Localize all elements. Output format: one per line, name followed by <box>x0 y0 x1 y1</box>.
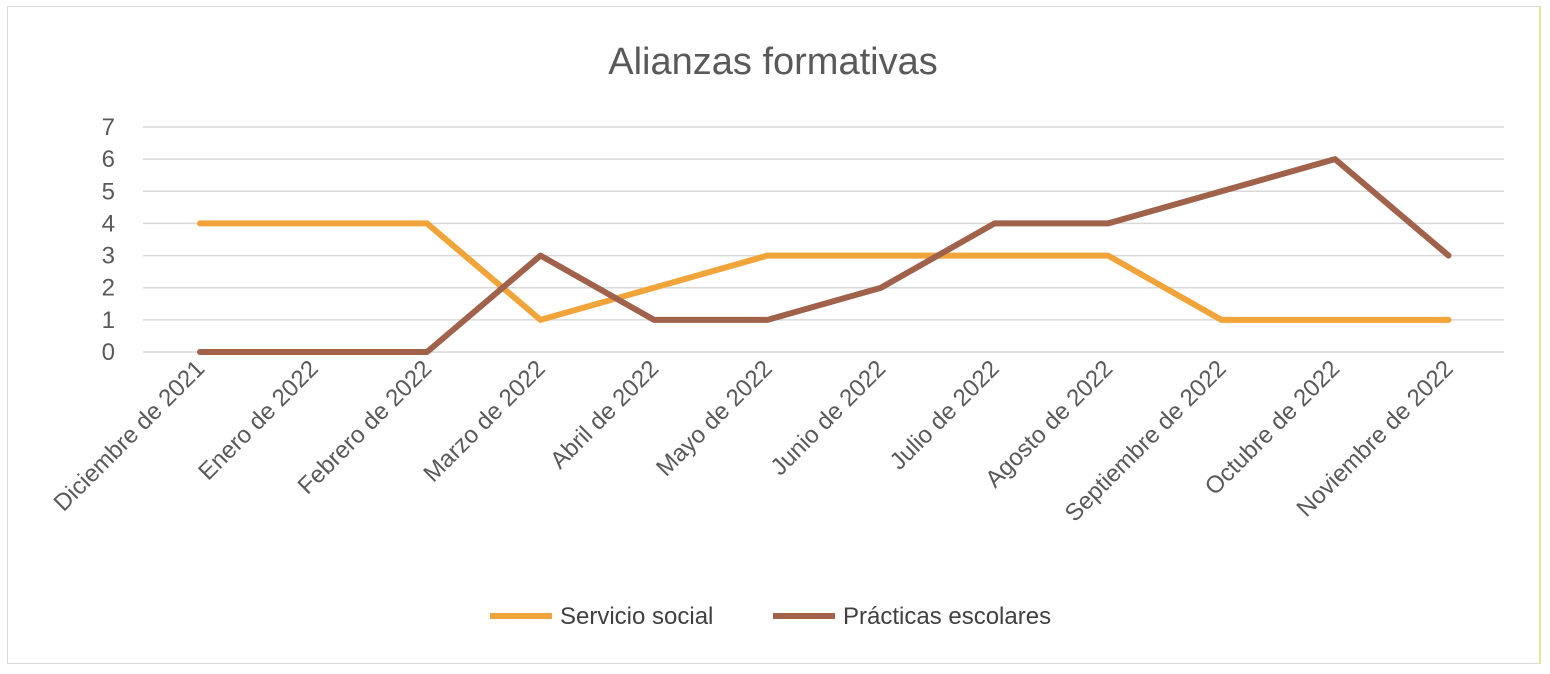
x-tick-label: Enero de 2022 <box>193 355 323 485</box>
y-tick-label: 2 <box>102 275 115 302</box>
series-line-servicio-social <box>197 220 1452 323</box>
y-tick-label: 6 <box>102 146 115 173</box>
x-tick-label: Diciembre de 2021 <box>49 355 211 517</box>
y-tick-label: 7 <box>102 114 115 141</box>
chart-title: Alianzas formativas <box>608 41 937 83</box>
y-tick-label: 1 <box>102 307 115 334</box>
y-tick-label: 4 <box>102 210 115 237</box>
legend: Servicio social Prácticas escolares <box>490 603 1051 630</box>
y-axis-ticks: 0 1 2 3 4 5 6 7 <box>102 114 115 366</box>
x-tick-label: Julio de 2022 <box>885 355 1005 475</box>
legend-label-practicas-escolares: Prácticas escolares <box>843 603 1051 630</box>
legend-label-servicio-social: Servicio social <box>560 603 713 630</box>
series-lines <box>197 156 1452 355</box>
y-tick-label: 5 <box>102 178 115 205</box>
series-line-practicas-escolares <box>197 156 1452 355</box>
x-tick-label: Abril de 2022 <box>545 355 664 474</box>
chart-frame <box>7 6 1541 664</box>
x-tick-label: Marzo de 2022 <box>418 355 550 487</box>
y-tick-label: 0 <box>102 339 115 366</box>
frame-accent-border <box>1539 6 1541 664</box>
x-tick-label: Junio de 2022 <box>766 355 892 481</box>
y-tick-label: 3 <box>102 243 115 270</box>
x-tick-label: Mayo de 2022 <box>651 355 778 482</box>
